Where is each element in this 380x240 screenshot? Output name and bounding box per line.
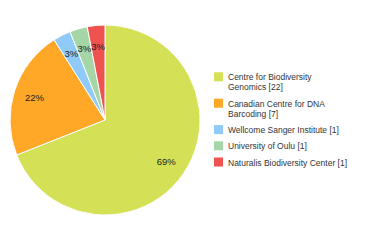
data-label: 3%	[91, 41, 105, 52]
legend-swatch	[214, 158, 223, 167]
legend-swatch	[214, 141, 223, 150]
legend-swatch	[214, 99, 223, 108]
data-label: 22%	[25, 92, 45, 103]
legend-item: University of Oulu [1]	[214, 141, 307, 151]
data-label: 69%	[157, 156, 177, 167]
legend-label: Canadian Centre for DNABarcoding [7]	[228, 99, 325, 119]
legend-label: Centre for BiodiversityGenomics [22]	[228, 72, 312, 92]
legend-item: Canadian Centre for DNABarcoding [7]	[214, 99, 325, 119]
legend-item: Naturalis Biodiversity Center [1]	[214, 158, 347, 168]
pie-slice	[87, 25, 105, 120]
legend-swatch	[214, 125, 223, 134]
legend-label: Wellcome Sanger Institute [1]	[228, 125, 339, 135]
legend-item: Centre for BiodiversityGenomics [22]	[214, 72, 312, 92]
legend-swatch	[214, 72, 223, 81]
pie	[10, 25, 200, 215]
legend: Centre for BiodiversityGenomics [22] Cana…	[214, 72, 347, 167]
legend-item: Wellcome Sanger Institute [1]	[214, 125, 339, 135]
legend-label: University of Oulu [1]	[228, 141, 307, 151]
legend-label: Naturalis Biodiversity Center [1]	[228, 158, 347, 168]
chart: 69%22%3%3%3%Centre for BiodiversityGenom…	[0, 0, 380, 240]
data-label: 3%	[77, 43, 91, 54]
data-labels: 69%22%3%3%3%	[25, 41, 176, 167]
